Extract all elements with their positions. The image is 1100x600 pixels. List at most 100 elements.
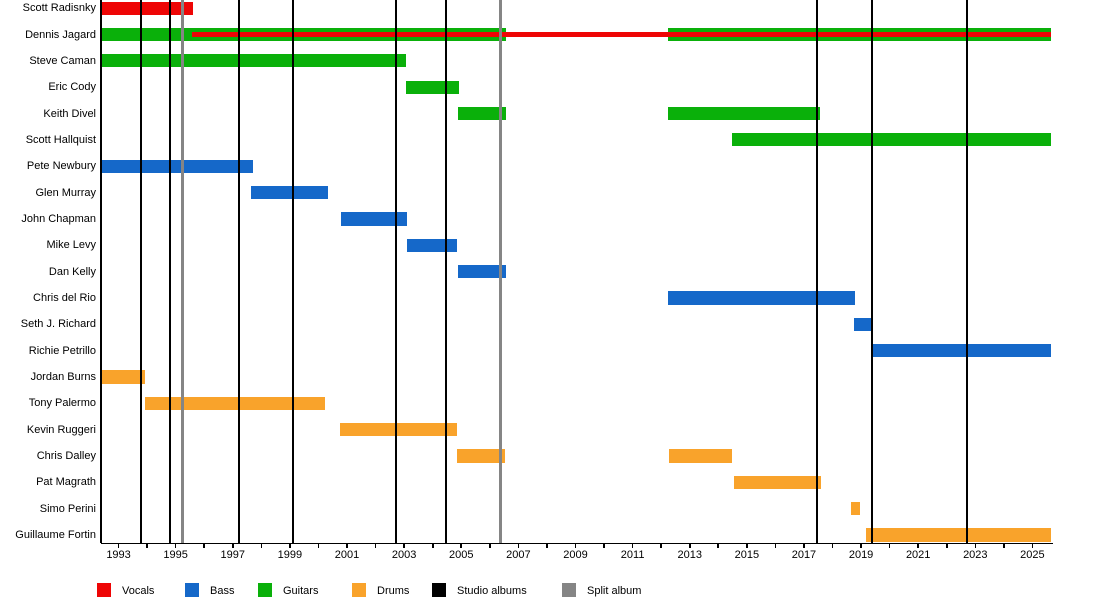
studio-album-line (168, 0, 171, 543)
member-label: Steve Caman (29, 54, 96, 67)
axis-year-label: 2023 (963, 548, 988, 561)
tenure-bar-guitars (405, 80, 459, 94)
tenure-bar-guitars (668, 106, 820, 121)
axis-year-label: 2017 (791, 548, 817, 561)
legend-label-studio_album: Studio albums (457, 585, 527, 597)
axis-tick (917, 542, 919, 548)
member-label: Richie Petrillo (28, 344, 96, 357)
axis-year-label: 2001 (334, 548, 360, 561)
member-label: Kevin Ruggeri (26, 423, 96, 436)
studio-album-line (238, 0, 241, 543)
axis-tick (374, 542, 377, 548)
axis-tick (603, 542, 605, 548)
member-label: Pat Magrath (36, 476, 96, 489)
tenure-bar-bass (407, 238, 457, 252)
axis-tick (289, 542, 291, 548)
split-album-line (181, 0, 185, 543)
axis-tick (888, 542, 891, 548)
tenure-bar-guitars (457, 106, 506, 121)
axis-year-label: 2003 (391, 548, 417, 561)
axis-tick (174, 542, 177, 548)
tenure-bar-guitars (102, 54, 406, 68)
tenure-bar-bass (853, 317, 871, 331)
tenure-bar-bass (870, 344, 1051, 358)
studio-album-line (870, 0, 873, 543)
axis-tick (717, 542, 720, 548)
member-label: Tony Palermo (28, 397, 96, 410)
axis-year-label: 2019 (848, 548, 874, 561)
member-label: Keith Divel (43, 107, 96, 120)
legend-swatch-drums-icon (352, 583, 366, 597)
axis-year-label: 2011 (620, 548, 645, 561)
axis-year-label: 2015 (734, 548, 760, 561)
studio-album-line (444, 0, 447, 543)
axis-tick (1003, 542, 1005, 548)
axis-year-label: 1993 (106, 548, 131, 561)
member-label: John Chapman (21, 212, 96, 225)
x-axis-line (101, 542, 1053, 545)
axis-year-label: 2025 (1020, 548, 1045, 561)
axis-tick (688, 542, 691, 548)
member-label: Glen Murray (35, 186, 96, 199)
member-label: Seth J. Richard (20, 318, 96, 331)
tenure-bar-drums (850, 502, 860, 516)
axis-tick (974, 542, 977, 548)
tenure-bar-bass (341, 212, 407, 226)
studio-album-line (292, 0, 295, 543)
axis-tick (117, 542, 120, 548)
member-label: Scott Radisnky (22, 2, 96, 15)
axis-tick (574, 542, 577, 548)
axis-tick (860, 542, 862, 548)
axis-tick (660, 542, 662, 548)
tenure-bar-drums (668, 449, 732, 463)
axis-year-label: 1999 (277, 548, 303, 561)
member-label: Eric Cody (48, 81, 96, 94)
axis-tick (517, 542, 520, 548)
axis-tick (831, 542, 834, 548)
axis-year-label: 2007 (506, 548, 531, 561)
tenure-bar-drums (456, 449, 505, 463)
axis-tick (489, 542, 491, 548)
studio-album-line (139, 0, 142, 543)
legend-label-bass: Bass (210, 585, 235, 597)
axis-year-label: 2005 (449, 548, 474, 561)
axis-tick (431, 542, 434, 548)
legend-swatch-split_album-icon (562, 583, 576, 597)
axis-tick (546, 542, 548, 548)
studio-album-line (395, 0, 398, 543)
axis-tick (1031, 542, 1034, 548)
legend-swatch-guitars-icon (258, 583, 272, 597)
axis-tick (346, 542, 348, 548)
axis-tick (317, 542, 320, 548)
legend-label-guitars: Guitars (283, 585, 319, 597)
vocals-overlay-line (191, 32, 1051, 37)
studio-album-line (815, 0, 818, 543)
axis-tick (746, 542, 748, 548)
axis-tick (631, 542, 634, 548)
tenure-bar-drums (734, 475, 821, 489)
member-label: Pete Newbury (26, 160, 96, 173)
tenure-bar-bass (457, 265, 506, 279)
axis-tick (403, 542, 405, 548)
axis-tick (260, 542, 263, 548)
member-label: Chris Dalley (36, 449, 96, 462)
member-label: Simo Perini (39, 502, 96, 515)
axis-tick (774, 542, 777, 548)
axis-year-label: 1997 (220, 548, 246, 561)
member-label: Dennis Jagard (25, 28, 96, 41)
legend-label-drums: Drums (377, 585, 410, 597)
axis-tick (203, 542, 206, 548)
tenure-bar-drums (145, 396, 326, 410)
legend-swatch-bass-icon (185, 583, 199, 597)
legend-swatch-studio_album-icon (432, 583, 446, 597)
axis-year-label: 2021 (905, 548, 931, 561)
axis-tick (146, 542, 148, 548)
legend-label-split_album: Split album (587, 585, 642, 597)
studio-album-line (966, 0, 969, 543)
member-label: Scott Hallquist (25, 133, 96, 146)
axis-year-label: 2009 (563, 548, 588, 561)
tenure-bar-bass (251, 185, 328, 200)
tenure-bar-guitars (732, 133, 1051, 147)
axis-tick (945, 542, 948, 548)
